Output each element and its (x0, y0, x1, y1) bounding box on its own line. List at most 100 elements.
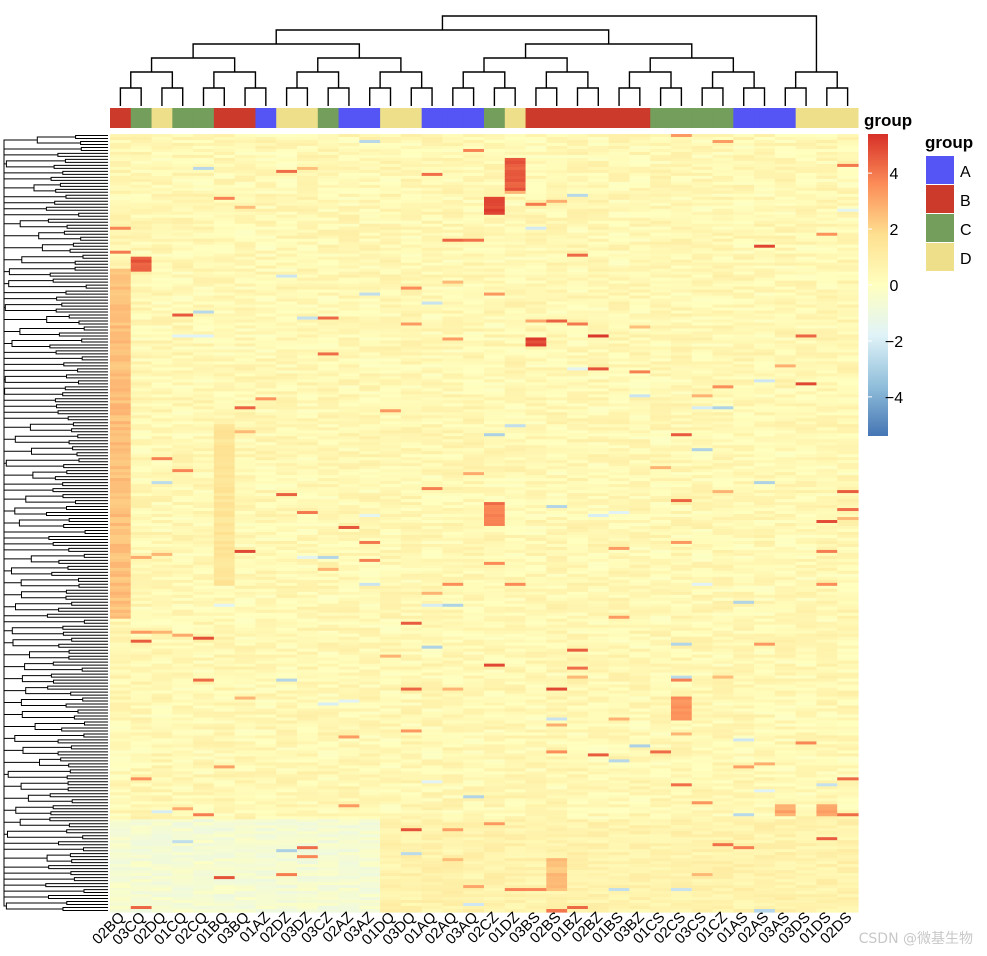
heatmap-cell (338, 289, 360, 294)
heatmap-cell (193, 660, 215, 665)
heatmap-cell (213, 678, 236, 683)
heatmap-cell (276, 630, 298, 635)
heatmap-cell (484, 157, 506, 162)
heatmap-cell (317, 753, 340, 757)
heatmap-cell (172, 424, 194, 428)
heatmap-cell (276, 382, 298, 386)
heatmap-cell (338, 786, 360, 790)
heatmap-cell (484, 714, 506, 719)
heatmap-cell (442, 753, 464, 757)
heatmap-cell (484, 579, 506, 584)
heatmap-cell (421, 136, 444, 141)
heatmap-cell (255, 448, 277, 452)
heatmap-cell (463, 358, 485, 363)
heatmap-cell (172, 552, 194, 557)
heatmap-cell (130, 376, 153, 380)
heatmap-cell (234, 523, 257, 527)
heatmap-cell (421, 370, 444, 374)
heatmap-cell (110, 268, 132, 273)
heatmap-cell (255, 603, 277, 608)
heatmap-cell (276, 262, 298, 267)
heatmap-cell (255, 352, 277, 357)
heatmap-cell (317, 894, 340, 898)
heatmap-cell (380, 642, 402, 647)
heatmap-cell (151, 813, 173, 817)
dendrogram-branch (130, 71, 174, 88)
heatmap-cell (234, 762, 257, 766)
heatmap-cell (442, 744, 464, 749)
heatmap-cell (317, 391, 340, 395)
annotation-cell-01DS (816, 108, 838, 128)
heatmap-cell (255, 726, 277, 731)
heatmap-cell (463, 505, 485, 509)
heatmap-cell (130, 672, 153, 677)
heatmap-cell (380, 561, 402, 566)
heatmap-cell (463, 283, 485, 288)
dendrogram-branch (794, 71, 838, 88)
heatmap-cell (234, 376, 257, 380)
heatmap-cell (421, 558, 444, 563)
heatmap-cell (151, 555, 173, 560)
heatmap-cell (317, 403, 340, 407)
heatmap-cell (172, 484, 194, 488)
heatmap-cell (442, 573, 464, 578)
heatmap-cell (193, 561, 215, 566)
dendrogram-branch (743, 87, 766, 106)
heatmap-cell (255, 792, 277, 796)
heatmap-cell (463, 612, 485, 617)
heatmap-cell (380, 286, 402, 291)
heatmap-cell (484, 555, 506, 560)
heatmap-cell (110, 612, 132, 617)
heatmap-cell (151, 337, 173, 342)
heatmap-cell (484, 400, 506, 404)
heatmap-cell (317, 523, 340, 527)
heatmap-cell (213, 214, 236, 219)
heatmap-cell (193, 600, 215, 605)
heatmap-cell (213, 349, 236, 354)
heatmap-cell (234, 190, 257, 195)
heatmap-cell (110, 873, 132, 877)
heatmap-cell (276, 543, 298, 548)
heatmap-cell (130, 615, 153, 620)
heatmap-cell (172, 361, 194, 366)
heatmap-cell (110, 708, 132, 713)
heatmap-cell (213, 750, 236, 755)
heatmap-cell (380, 397, 402, 401)
heatmap-cell (442, 816, 464, 820)
heatmap-cell (400, 858, 423, 862)
heatmap-cell (193, 469, 215, 473)
heatmap-cell (213, 687, 236, 692)
heatmap-cell (255, 136, 277, 141)
heatmap-cell (484, 849, 506, 853)
heatmap-cell (442, 322, 464, 327)
heatmap-cell (255, 184, 277, 189)
heatmap-cell (130, 157, 153, 162)
heatmap-cell (380, 546, 402, 551)
heatmap-cell (130, 882, 153, 886)
heatmap-cell (213, 397, 236, 401)
heatmap-cell (213, 229, 236, 234)
heatmap-cell (130, 223, 153, 228)
heatmap-cell (172, 517, 194, 521)
heatmap-cell (484, 484, 506, 488)
heatmap-cell (380, 708, 402, 713)
heatmap-cell (276, 558, 298, 563)
heatmap-cell (421, 340, 444, 345)
heatmap-cell (380, 705, 402, 710)
heatmap-cell (193, 520, 215, 524)
heatmap-cell (463, 424, 485, 428)
heatmap-cell (151, 660, 173, 665)
heatmap-cell (172, 268, 194, 273)
heatmap-cell (172, 295, 194, 300)
heatmap-cell (317, 268, 340, 273)
heatmap-cell (484, 280, 506, 285)
heatmap-cell (421, 289, 444, 294)
heatmap-cell (213, 226, 236, 231)
heatmap-cell (484, 636, 506, 641)
heatmap-cell (400, 358, 423, 363)
heatmap-cell (213, 319, 236, 324)
heatmap-cell (151, 588, 173, 593)
heatmap-cell (234, 478, 257, 482)
heatmap-cell (297, 672, 319, 677)
heatmap-cell (359, 379, 381, 383)
